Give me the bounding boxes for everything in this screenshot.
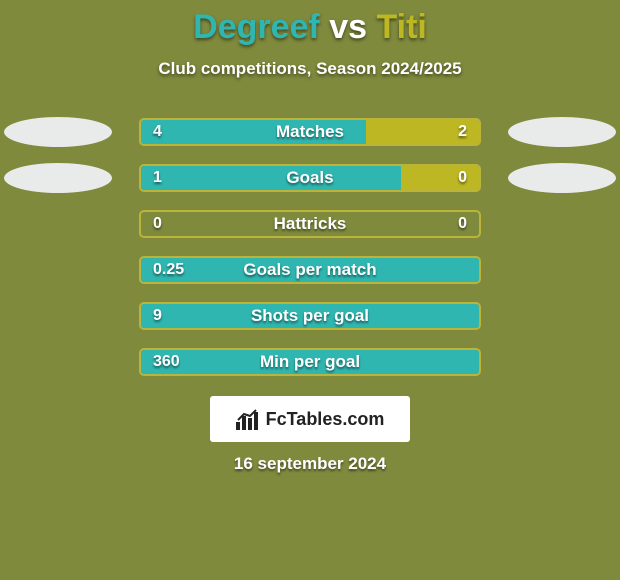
stat-value-left: 0: [153, 212, 162, 236]
title-vs: vs: [320, 8, 377, 46]
date-text: 16 september 2024: [0, 454, 620, 474]
stat-row: 0.25Goals per match: [0, 256, 620, 284]
title-player2: Titi: [376, 8, 426, 46]
subtitle: Club competitions, Season 2024/2025: [0, 59, 620, 79]
brand-text: FcTables.com: [266, 409, 385, 430]
stat-value-left: 360: [153, 350, 180, 374]
stat-value-right: 2: [458, 120, 467, 144]
comparison-infographic: Degreef vs Titi Club competitions, Seaso…: [0, 0, 620, 580]
brand-badge: FcTables.com: [210, 396, 410, 442]
player-oval-left: [4, 117, 112, 147]
stat-row: 9Shots per goal: [0, 302, 620, 330]
bar-fill-left: [141, 350, 479, 374]
stat-rows: 42Matches10Goals00Hattricks0.25Goals per…: [0, 118, 620, 376]
page-title: Degreef vs Titi: [0, 0, 620, 47]
stat-value-right: 0: [458, 166, 467, 190]
player-oval-left: [4, 163, 112, 193]
bar-fill-left: [141, 258, 479, 282]
stat-value-left: 0.25: [153, 258, 184, 282]
stat-row: 42Matches: [0, 118, 620, 146]
title-player1: Degreef: [193, 8, 320, 46]
stat-bar: 42Matches: [139, 118, 481, 146]
stat-bar: 0.25Goals per match: [139, 256, 481, 284]
stat-bar: 10Goals: [139, 164, 481, 192]
stat-row: 0 0Hattricks: [0, 210, 620, 238]
bar-fill-left: [141, 304, 479, 328]
stat-value-right: 0: [458, 212, 467, 236]
stat-label: Hattricks: [141, 212, 479, 236]
player-oval-right: [508, 163, 616, 193]
bar-fill-right: [401, 166, 479, 190]
stat-bar: 9Shots per goal: [139, 302, 481, 330]
stat-bar: 0 0Hattricks: [139, 210, 481, 238]
player-oval-right: [508, 117, 616, 147]
bar-fill-left: [141, 166, 401, 190]
brand-bars-icon: [236, 408, 260, 430]
stat-row: 360Min per goal: [0, 348, 620, 376]
stat-value-left: 9: [153, 304, 162, 328]
stat-bar: 360Min per goal: [139, 348, 481, 376]
stat-row: 10Goals: [0, 164, 620, 192]
stat-value-left: 1: [153, 166, 162, 190]
bar-fill-left: [141, 120, 366, 144]
stat-value-left: 4: [153, 120, 162, 144]
